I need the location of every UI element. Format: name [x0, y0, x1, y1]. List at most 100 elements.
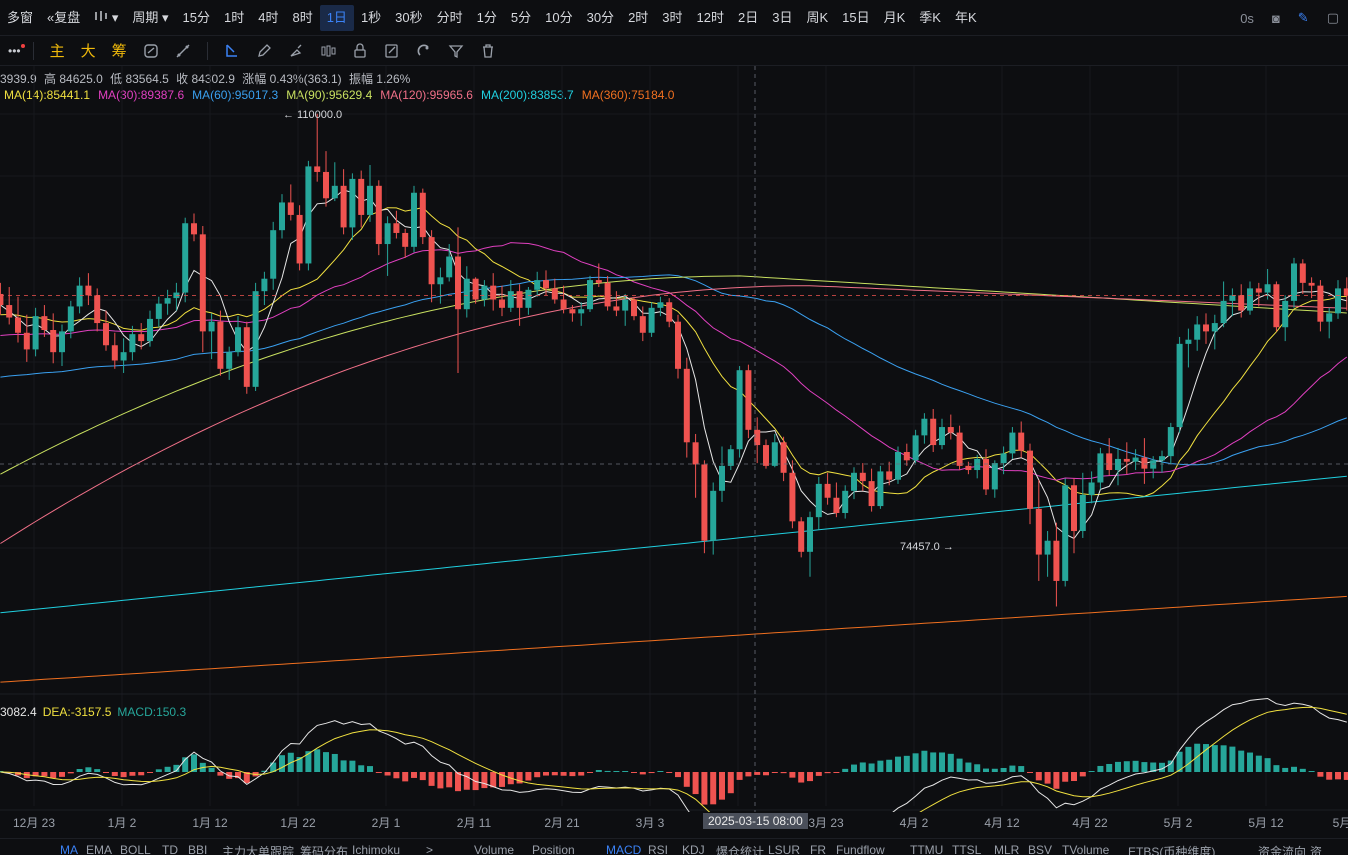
cursor-icon[interactable] — [223, 42, 241, 60]
macd-bar — [270, 762, 277, 772]
timeframe-19[interactable]: 2日 — [738, 9, 759, 25]
chart-canvas[interactable] — [0, 66, 1348, 812]
indicator-tab[interactable]: 资 — [1310, 845, 1323, 855]
candle-body — [956, 432, 963, 466]
timeframe-5[interactable]: 1时 — [224, 9, 245, 25]
timeframe-0[interactable]: 多窗 — [7, 9, 34, 25]
candle-body — [199, 234, 206, 332]
compare-icon[interactable] — [142, 42, 160, 60]
timeframe-2[interactable]: ▾ — [87, 5, 125, 31]
timeframe-10[interactable]: 30秒 — [395, 9, 423, 25]
timeframe-17[interactable]: 3时 — [662, 9, 683, 25]
timeframe-3[interactable]: 周期 ▾ — [132, 9, 169, 25]
macd-bar — [235, 772, 241, 779]
candle-body — [692, 442, 699, 465]
indicator-tab[interactable]: EMA — [86, 843, 113, 855]
timeframe-1[interactable]: «复盘 — [47, 9, 81, 25]
indicator-tab[interactable]: LSUR — [768, 843, 801, 855]
candle-body — [23, 332, 30, 350]
timeframe-11[interactable]: 分时 — [436, 9, 463, 25]
indicator-tab[interactable]: TD — [162, 843, 178, 855]
indicator-tab[interactable]: FR — [810, 843, 826, 855]
x-tick-label: 2月 1 — [371, 816, 401, 830]
macd-bar — [516, 772, 523, 784]
timeframe-24[interactable]: 季K — [919, 9, 941, 25]
camera-icon[interactable]: ◙ — [1271, 10, 1280, 26]
timeframe-8[interactable]: 1日 — [319, 4, 354, 31]
indicator-tab[interactable]: RSI — [648, 843, 669, 855]
timeframe-18[interactable]: 12时 — [696, 9, 724, 25]
candle-body — [1203, 324, 1209, 332]
indicator-tab[interactable]: KDJ — [682, 843, 705, 855]
candle-pattern-icon[interactable] — [319, 42, 337, 60]
indicator-tab[interactable]: MLR — [994, 843, 1020, 855]
divider — [32, 41, 34, 60]
pencil-icon[interactable] — [255, 42, 273, 60]
candle-body — [446, 256, 453, 278]
macd-bar — [1167, 760, 1174, 772]
ma-line-120 — [0, 285, 1347, 544]
macd-bar — [481, 772, 488, 789]
macd-bar — [1299, 768, 1306, 772]
indicator-tab[interactable]: MACD — [606, 843, 642, 855]
ma-legend-item: MA(30):89387.6 — [98, 88, 185, 102]
indicator-tab[interactable]: BSV — [1028, 843, 1053, 855]
indicator-tab[interactable]: MA — [60, 843, 78, 855]
top-toolbar: 多窗 «复盘 ▾ 周期 ▾ 15分 1时 4时 8时 1日 1秒 30秒 分时 1分 5分 10分 30分 2… — [0, 0, 1348, 36]
candle-body — [771, 442, 778, 466]
indicator-tab[interactable]: 爆仓统计 — [716, 845, 765, 855]
ruler-icon[interactable] — [174, 42, 192, 60]
candle-body — [235, 327, 241, 353]
macd-bar — [930, 752, 937, 772]
indicator-tab[interactable]: 筹码分布 — [300, 845, 349, 855]
candle-body — [402, 232, 409, 247]
indicator-tab[interactable]: Fundflow — [836, 843, 885, 855]
indicator-tab[interactable]: Position — [532, 843, 575, 855]
macd-bar — [147, 772, 153, 773]
indicator-tab[interactable]: BOLL — [120, 843, 151, 855]
big-order-button[interactable]: 大 — [80, 43, 96, 60]
timeframe-13[interactable]: 5分 — [510, 9, 532, 25]
timeframe-14[interactable]: 10分 — [545, 9, 573, 25]
edit-note-icon[interactable] — [383, 42, 401, 60]
indicator-tab[interactable]: Ichimoku — [352, 843, 401, 855]
timeframe-21[interactable]: 周K — [806, 9, 829, 25]
candle-body — [305, 166, 312, 264]
timeframe-22[interactable]: 15日 — [842, 9, 870, 25]
indicator-tab[interactable]: > — [426, 843, 434, 855]
timeframe-15[interactable]: 30分 — [586, 9, 615, 25]
candle-body — [604, 282, 611, 307]
timeframe-25[interactable]: 年K — [954, 9, 977, 25]
timeframe-12[interactable]: 1分 — [476, 9, 497, 25]
more-tools-button[interactable]: ••• — [8, 43, 21, 58]
timeframe-23[interactable]: 月K — [883, 9, 906, 25]
timeframe-4[interactable]: 15分 — [182, 9, 210, 25]
timeframe-7[interactable]: 8时 — [292, 9, 313, 25]
indicator-tab[interactable]: TVolume — [1062, 843, 1110, 855]
trash-icon[interactable] — [479, 42, 497, 60]
main-indicator-button[interactable]: 主 — [49, 43, 65, 60]
indicator-tab[interactable]: 资金流向 — [1258, 845, 1307, 855]
lock-icon[interactable] — [351, 42, 369, 60]
indicator-tab[interactable]: ETBS(币种维度) — [1128, 845, 1216, 855]
indicator-tab[interactable]: Volume — [474, 843, 515, 855]
brush-icon[interactable] — [287, 42, 305, 60]
macd-bar — [587, 772, 593, 773]
timeframe-16[interactable]: 2时 — [628, 9, 649, 25]
timeframe-6[interactable]: 4时 — [258, 9, 279, 25]
candle-body — [1123, 458, 1130, 462]
filter-icon[interactable] — [447, 42, 465, 60]
timeframe-20[interactable]: 3日 — [772, 9, 793, 25]
magnet-icon[interactable] — [415, 42, 433, 60]
timeframe-9[interactable]: 1秒 — [360, 9, 382, 25]
chip-button[interactable]: 筹 — [111, 43, 127, 60]
draw-icon[interactable]: ✎ — [1297, 10, 1309, 25]
window-icon[interactable]: ▢ — [1326, 10, 1339, 25]
indicator-tab[interactable]: BBI — [188, 843, 208, 855]
indicator-tab[interactable]: TTSL — [952, 843, 982, 855]
macd-bar — [76, 768, 83, 772]
indicator-tab[interactable]: TTMU — [910, 843, 944, 855]
macd-legend: 3082.4 DEA:-3157.5 MACD:150.3 — [0, 705, 192, 719]
indicator-tab[interactable]: 主力大单跟踪 — [222, 845, 295, 855]
macd-bar — [384, 772, 391, 776]
